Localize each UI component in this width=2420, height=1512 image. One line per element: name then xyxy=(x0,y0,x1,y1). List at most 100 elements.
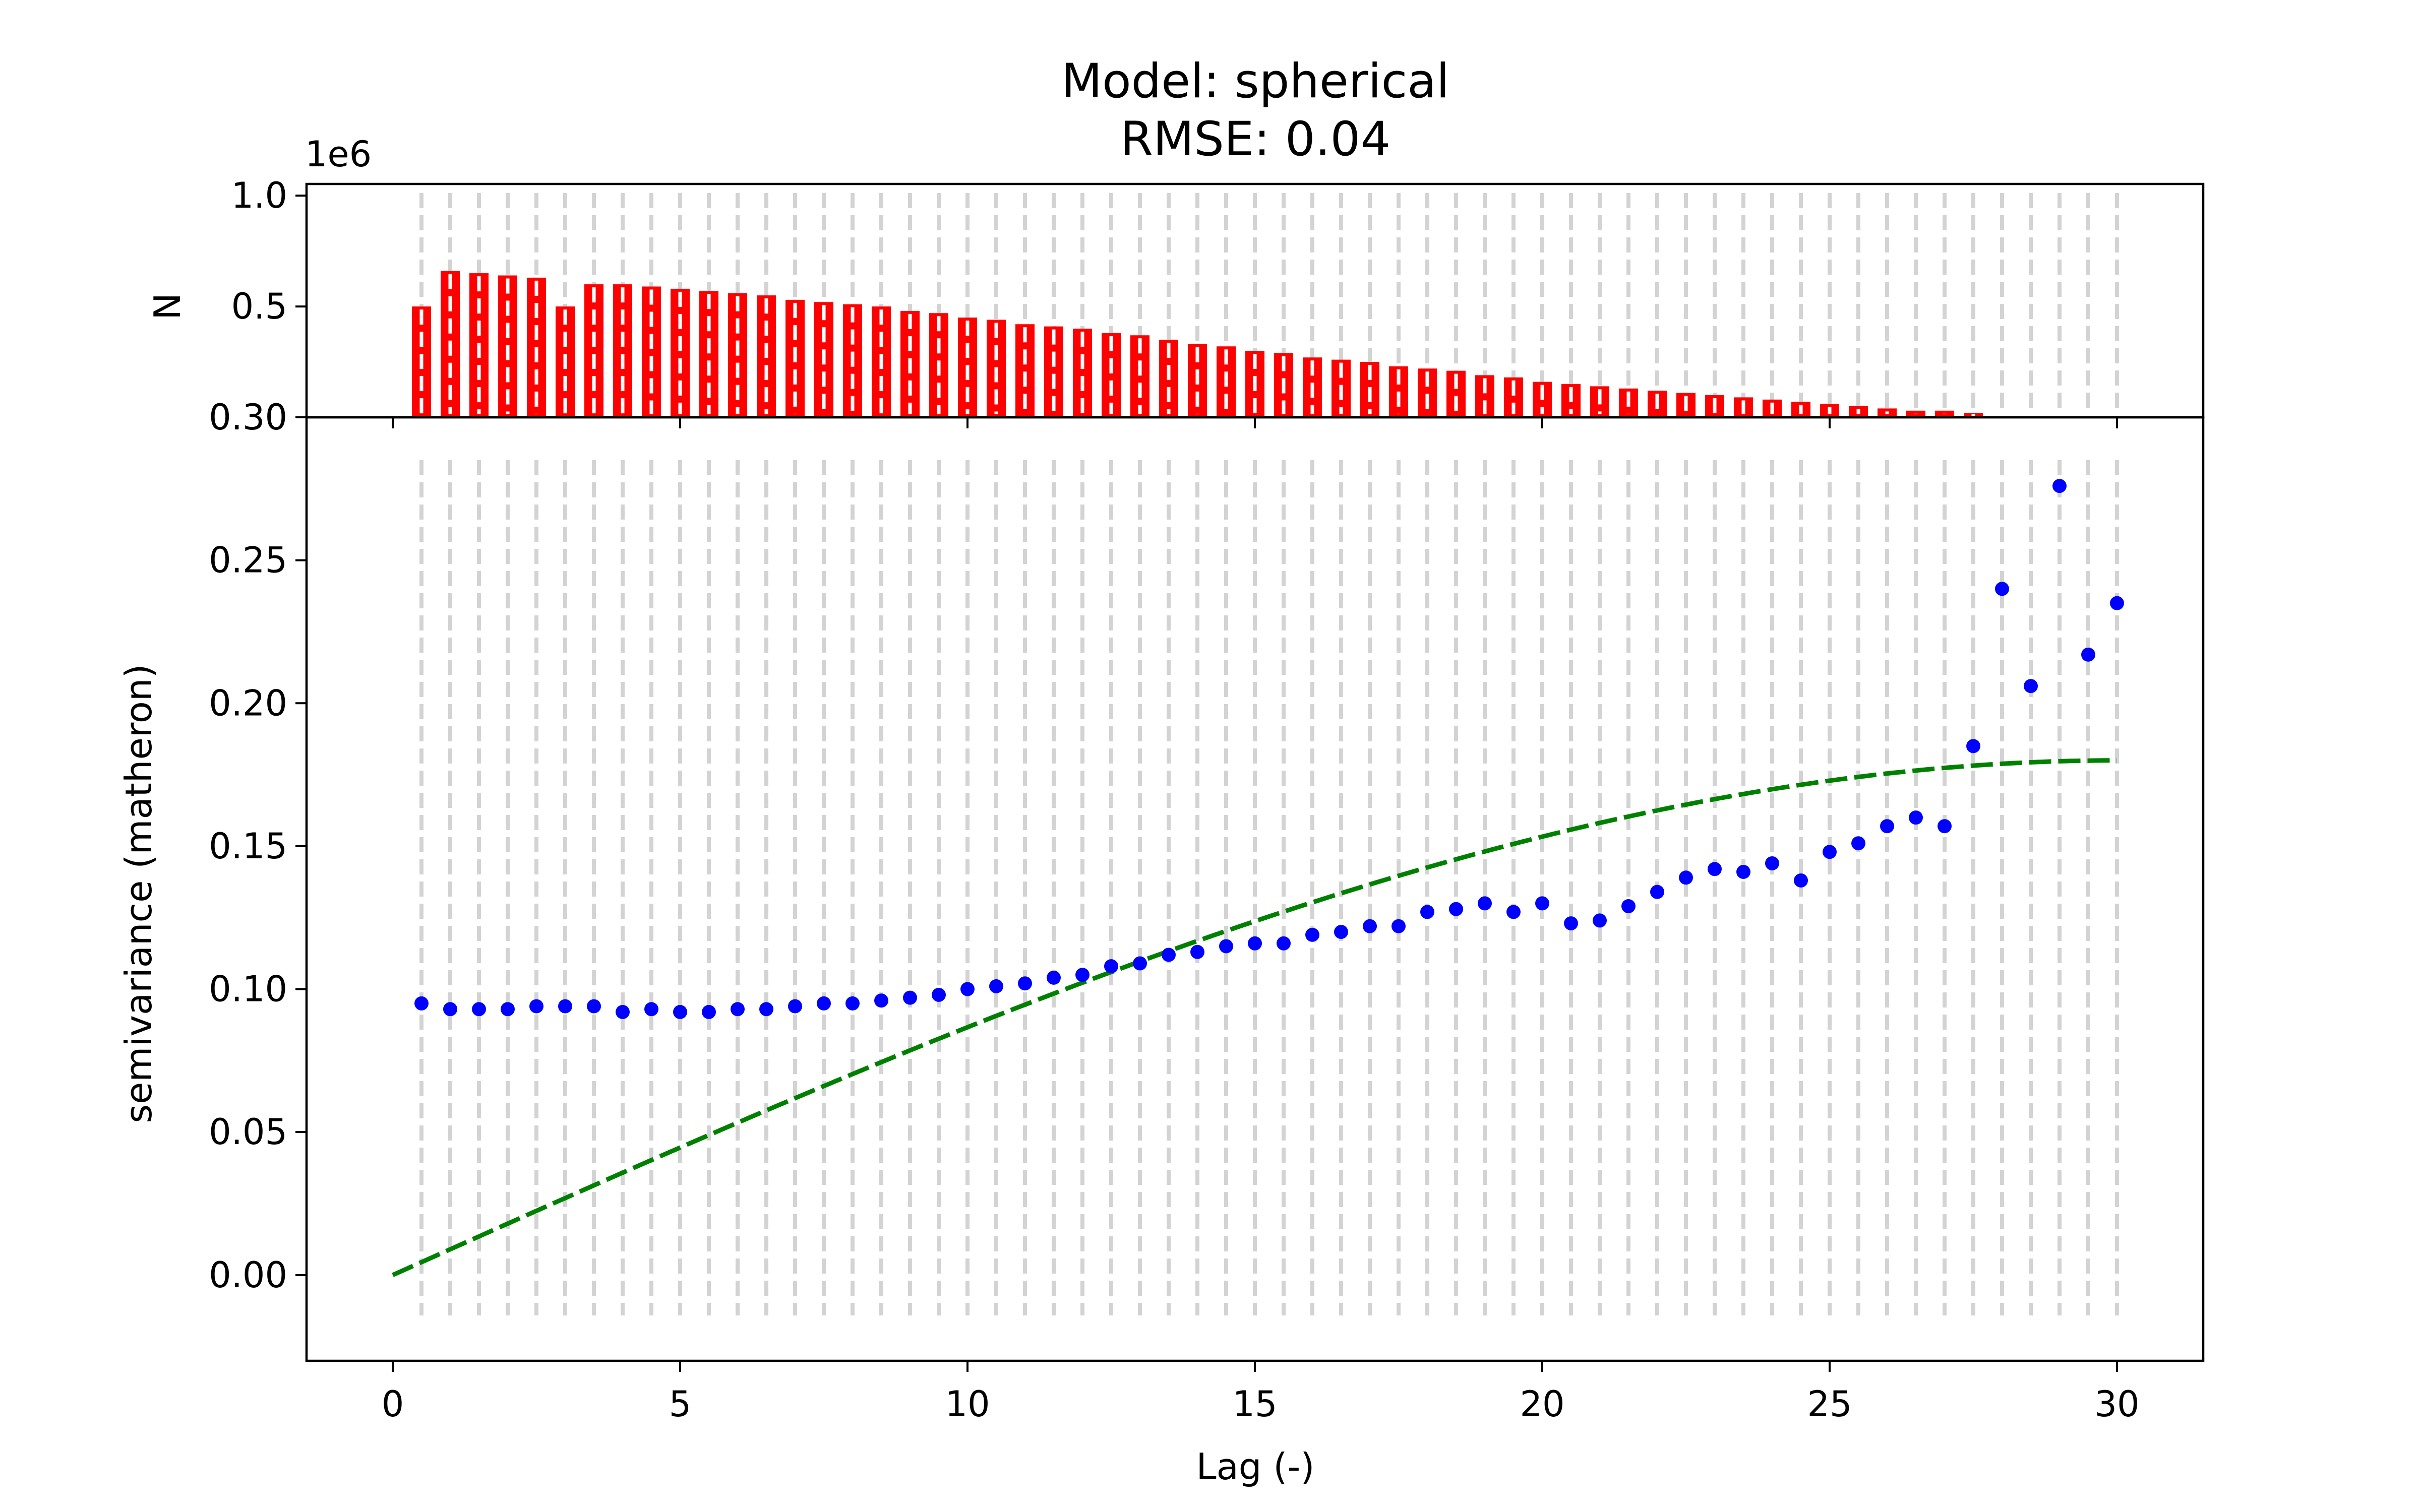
x-tick-label: 5 xyxy=(669,1383,692,1425)
experimental-point xyxy=(1392,919,1406,933)
y-tick-label: 0.25 xyxy=(209,540,287,581)
experimental-point xyxy=(443,1002,457,1017)
experimental-point xyxy=(932,987,946,1002)
x-tick-label: 15 xyxy=(1232,1383,1277,1425)
histogram-y-tick-label: 1.0 xyxy=(231,175,287,216)
experimental-point xyxy=(788,999,802,1014)
semivariogram-panel: 0.00 0.05 0.10 0.15 0.20 0.25 0.30 0 5 10 15 20 25 3… xyxy=(117,397,2140,1488)
experimental-point xyxy=(1248,936,1262,951)
experimental-point xyxy=(989,979,1003,993)
experimental-point xyxy=(1535,896,1549,911)
experimental-point xyxy=(1219,939,1233,954)
experimental-point xyxy=(1794,873,1808,888)
experimental-point xyxy=(1449,902,1463,916)
histogram-y-ticks: 0.5 1.0 xyxy=(231,175,307,327)
experimental-point xyxy=(1995,582,2009,596)
experimental-point xyxy=(731,1002,745,1017)
y-tick-label: 0.10 xyxy=(209,969,287,1010)
experimental-point xyxy=(1047,970,1061,985)
y-tick-label: 0.15 xyxy=(209,826,287,867)
histogram-offset-label: 1e6 xyxy=(305,134,372,175)
x-tick-label: 25 xyxy=(1807,1383,1852,1425)
histogram-y-tick-label: 0.5 xyxy=(231,286,287,327)
experimental-point xyxy=(1938,819,1952,834)
experimental-point xyxy=(1851,836,1865,851)
experimental-point xyxy=(529,999,543,1014)
experimental-point xyxy=(2052,479,2067,493)
experimental-point xyxy=(644,1002,658,1017)
experimental-point xyxy=(472,1002,486,1017)
experimental-point xyxy=(2110,596,2124,610)
experimental-point xyxy=(817,996,831,1011)
x-tick-label: 30 xyxy=(2094,1383,2139,1425)
experimental-point xyxy=(1966,739,1980,753)
experimental-point xyxy=(903,990,917,1005)
experimental-point xyxy=(1564,916,1578,931)
experimental-point xyxy=(673,1004,687,1019)
experimental-point xyxy=(874,993,888,1008)
experimental-point xyxy=(501,1002,515,1017)
experimental-point xyxy=(2081,647,2095,662)
histogram-panel: 0.5 1.0 1e6 N xyxy=(146,134,2119,417)
x-ticks: 0 5 10 15 20 25 30 xyxy=(382,417,2140,1425)
experimental-point xyxy=(1075,968,1090,982)
experimental-point xyxy=(845,996,860,1011)
experimental-point xyxy=(1621,899,1636,914)
experimental-point xyxy=(1679,870,1693,885)
experimental-point xyxy=(1334,925,1348,939)
experimental-point xyxy=(1162,948,1176,962)
histogram-bar xyxy=(699,291,718,417)
experimental-point xyxy=(1420,905,1434,919)
model-layer xyxy=(392,758,2117,1277)
y-tick-label: 0.00 xyxy=(209,1254,287,1296)
experimental-point xyxy=(414,996,429,1011)
y-ticks: 0.00 0.05 0.10 0.15 0.20 0.25 0.30 xyxy=(209,397,307,1296)
experimental-point xyxy=(616,1004,630,1019)
experimental-point xyxy=(960,982,975,996)
experimental-point xyxy=(1880,819,1894,834)
experimental-point xyxy=(558,999,572,1014)
histogram-bar xyxy=(584,284,603,417)
experimental-point xyxy=(2024,679,2038,694)
experimental-point xyxy=(1765,856,1779,870)
x-axis-label: Lag (-) xyxy=(1196,1445,1315,1488)
histogram-y-label: N xyxy=(146,293,189,320)
experimental-point xyxy=(1823,845,1837,859)
main-frame xyxy=(305,416,2205,1362)
experimental-point xyxy=(1277,936,1291,951)
experimental-point xyxy=(759,1002,773,1017)
experimental-point xyxy=(1478,896,1492,911)
chart-title-line-2: RMSE: 0.04 xyxy=(1120,112,1390,167)
y-axis-label: semivariance (matheron) xyxy=(117,664,160,1123)
lag-gridlines xyxy=(419,460,2119,1315)
experimental-point xyxy=(1650,885,1664,899)
experimental-point xyxy=(1104,959,1118,974)
experimental-point xyxy=(1593,913,1607,928)
experimental-point xyxy=(702,1004,716,1019)
experimental-point xyxy=(1363,919,1377,933)
experimental-points xyxy=(414,479,2124,1019)
chart-title-line-1: Model: spherical xyxy=(1061,54,1449,109)
experimental-point xyxy=(1708,862,1722,876)
model-curve xyxy=(392,758,2117,1277)
experimental-point xyxy=(1909,810,1923,825)
histogram-bars xyxy=(412,271,1983,417)
histogram-bar xyxy=(613,284,632,417)
x-tick-label: 10 xyxy=(945,1383,990,1425)
y-tick-label: 0.20 xyxy=(209,682,287,724)
y-tick-label: 0.30 xyxy=(209,397,287,438)
experimental-point xyxy=(587,999,601,1014)
experimental-point xyxy=(1133,956,1147,971)
experimental-point xyxy=(1018,976,1032,991)
y-tick-label: 0.05 xyxy=(209,1111,287,1153)
experimental-point xyxy=(1736,864,1750,879)
experimental-point xyxy=(1506,905,1521,919)
experimental-point xyxy=(1305,927,1319,942)
histogram-bar xyxy=(642,286,661,417)
histogram-bar xyxy=(671,288,690,417)
x-tick-label: 20 xyxy=(1520,1383,1564,1425)
experimental-point xyxy=(1190,944,1204,959)
x-tick-label: 0 xyxy=(382,1383,404,1425)
